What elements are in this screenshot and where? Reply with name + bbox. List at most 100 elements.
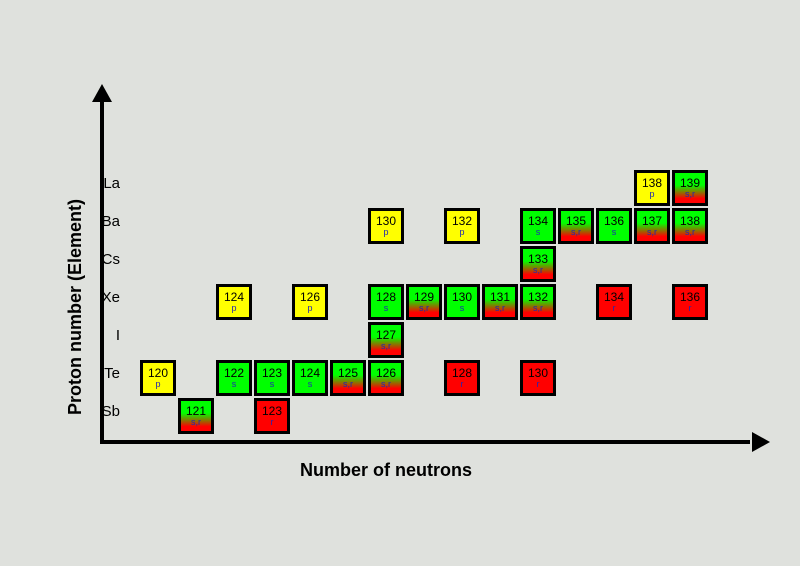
y-axis-arrow xyxy=(92,84,112,102)
nuclide-mass: 120 xyxy=(148,367,168,379)
nuclide-process: s xyxy=(270,380,275,389)
nuclide-cell: 130s xyxy=(444,284,480,320)
nuclide-mass: 130 xyxy=(528,367,548,379)
nuclide-process: p xyxy=(307,304,312,313)
nuclide-cell: 137s,r xyxy=(634,208,670,244)
nuclide-process: s xyxy=(536,228,541,237)
y-axis-line xyxy=(100,98,104,442)
nuclide-cell: 124p xyxy=(216,284,252,320)
nuclide-process: p xyxy=(231,304,236,313)
nuclide-process: r xyxy=(613,304,616,313)
nuclide-cell: 132p xyxy=(444,208,480,244)
nuclide-process: s xyxy=(308,380,313,389)
nuclide-cell: 121s,r xyxy=(178,398,214,434)
nuclide-mass: 135 xyxy=(566,215,586,227)
nuclide-cell: 132s,r xyxy=(520,284,556,320)
nuclide-mass: 134 xyxy=(604,291,624,303)
nuclide-cell: 123r xyxy=(254,398,290,434)
nuclide-process: s,r xyxy=(685,228,695,237)
nuclide-process: p xyxy=(155,380,160,389)
nuclide-process: s xyxy=(612,228,617,237)
nuclide-mass: 131 xyxy=(490,291,510,303)
nuclide-cell: 130p xyxy=(368,208,404,244)
nuclide-cell: 131s,r xyxy=(482,284,518,320)
nuclide-mass: 124 xyxy=(224,291,244,303)
nuclide-cell: 127s,r xyxy=(368,322,404,358)
nuclide-process: s,r xyxy=(381,342,391,351)
nuclide-cell: 125s,r xyxy=(330,360,366,396)
nuclide-cell: 123s xyxy=(254,360,290,396)
nuclide-cell: 133s,r xyxy=(520,246,556,282)
nuclide-process: r xyxy=(689,304,692,313)
nuclide-process: s,r xyxy=(191,418,201,427)
y-tick-label: I xyxy=(0,328,120,343)
nuclide-process: p xyxy=(649,190,654,199)
x-axis-title: Number of neutrons xyxy=(300,460,472,481)
nuclide-process: s,r xyxy=(495,304,505,313)
nuclide-mass: 138 xyxy=(680,215,700,227)
nuclide-process: s,r xyxy=(343,380,353,389)
nuclide-mass: 132 xyxy=(452,215,472,227)
nuclide-mass: 129 xyxy=(414,291,434,303)
nuclide-mass: 121 xyxy=(186,405,206,417)
nuclide-mass: 136 xyxy=(680,291,700,303)
nuclide-mass: 126 xyxy=(376,367,396,379)
nuclide-mass: 128 xyxy=(376,291,396,303)
nuclide-process: s,r xyxy=(685,190,695,199)
x-axis-arrow xyxy=(752,432,770,452)
nuclide-cell: 130r xyxy=(520,360,556,396)
nuclide-cell: 124s xyxy=(292,360,328,396)
nuclide-process: p xyxy=(459,228,464,237)
nuclide-mass: 133 xyxy=(528,253,548,265)
nuclide-cell: 139s,r xyxy=(672,170,708,206)
nuclide-process: r xyxy=(461,380,464,389)
nuclide-process: s,r xyxy=(571,228,581,237)
nuclide-process: r xyxy=(271,418,274,427)
nuclide-mass: 125 xyxy=(338,367,358,379)
y-tick-label: Cs xyxy=(0,252,120,267)
nuclide-mass: 128 xyxy=(452,367,472,379)
nuclide-mass: 124 xyxy=(300,367,320,379)
nuclide-mass: 130 xyxy=(376,215,396,227)
x-axis-line xyxy=(100,440,750,444)
nuclide-cell: 138s,r xyxy=(672,208,708,244)
nuclide-cell: 135s,r xyxy=(558,208,594,244)
nuclide-mass: 137 xyxy=(642,215,662,227)
y-tick-label: Te xyxy=(0,366,120,381)
nuclide-mass: 126 xyxy=(300,291,320,303)
nuclide-process: r xyxy=(537,380,540,389)
nuclide-mass: 136 xyxy=(604,215,624,227)
nuclide-process: s xyxy=(384,304,389,313)
nuclide-cell: 126s,r xyxy=(368,360,404,396)
nuclide-cell: 136s xyxy=(596,208,632,244)
nuclide-cell: 136r xyxy=(672,284,708,320)
nuclide-mass: 122 xyxy=(224,367,244,379)
nuclide-mass: 123 xyxy=(262,405,282,417)
nuclide-mass: 134 xyxy=(528,215,548,227)
nuclide-mass: 130 xyxy=(452,291,472,303)
y-axis-title: Proton number (Element) xyxy=(65,199,86,415)
nuclide-cell: 134r xyxy=(596,284,632,320)
nuclide-cell: 128r xyxy=(444,360,480,396)
nuclide-process: p xyxy=(383,228,388,237)
nuclide-cell: 122s xyxy=(216,360,252,396)
y-tick-label: Sb xyxy=(0,404,120,419)
nuclide-process: s,r xyxy=(419,304,429,313)
nuclide-cell: 128s xyxy=(368,284,404,320)
y-tick-label: La xyxy=(0,176,120,191)
nuclide-mass: 127 xyxy=(376,329,396,341)
nuclide-process: s xyxy=(460,304,465,313)
nuclide-process: s,r xyxy=(533,304,543,313)
y-tick-label: Ba xyxy=(0,214,120,229)
nuclide-mass: 138 xyxy=(642,177,662,189)
nuclide-process: s,r xyxy=(381,380,391,389)
nuclide-mass: 139 xyxy=(680,177,700,189)
nuclide-process: s,r xyxy=(647,228,657,237)
nuclide-cell: 134s xyxy=(520,208,556,244)
nuclide-cell: 126p xyxy=(292,284,328,320)
nuclide-mass: 123 xyxy=(262,367,282,379)
nuclide-cell: 129s,r xyxy=(406,284,442,320)
nuclide-process: s,r xyxy=(533,266,543,275)
y-tick-label: Xe xyxy=(0,290,120,305)
nuclide-cell: 120p xyxy=(140,360,176,396)
